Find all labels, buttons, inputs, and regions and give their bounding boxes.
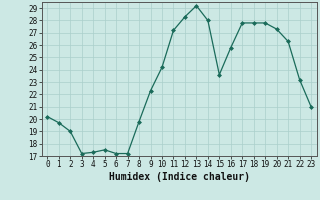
X-axis label: Humidex (Indice chaleur): Humidex (Indice chaleur): [109, 172, 250, 182]
